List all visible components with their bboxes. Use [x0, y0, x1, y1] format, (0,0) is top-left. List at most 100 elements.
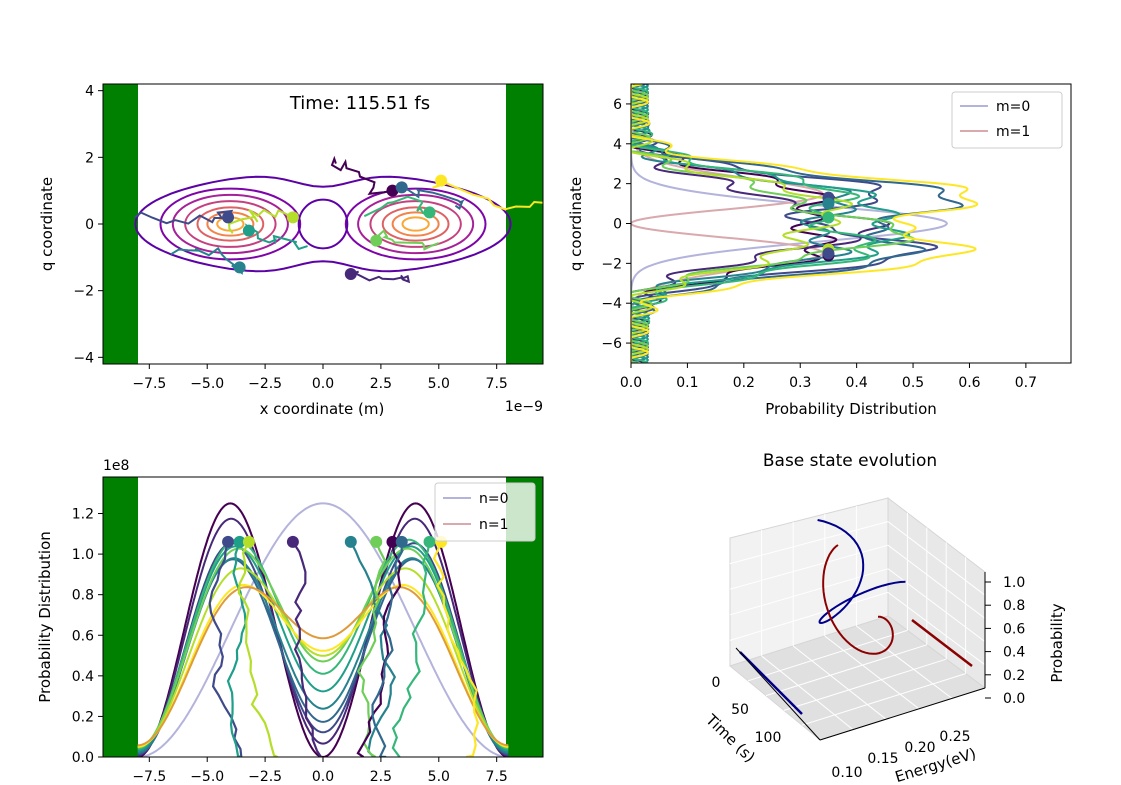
contour-level	[401, 216, 430, 232]
axis-ticks: 0 50 100 0.10 0.15 0.200.25 0.0 0.2 0.4 0.6 0.8 1.0	[712, 575, 1026, 781]
z-axis-label: Probability	[1048, 603, 1066, 682]
particle-trajectory	[228, 208, 294, 234]
base-state-trace-1	[911, 619, 973, 667]
x-tick-label: 0.2	[733, 375, 755, 391]
x-ticks: 0.0 0.1 0.2 0.3 0.4 0.5 0.6 0.7	[620, 363, 1037, 391]
distribution-curve	[631, 84, 939, 363]
grid-line	[856, 625, 953, 699]
x-tick-label: 0.0	[312, 376, 334, 392]
x-tick-label: 2.5	[370, 376, 392, 392]
y-tick-label: 6	[613, 97, 622, 113]
particle-marker	[242, 535, 255, 548]
right-wall	[506, 84, 543, 364]
legend: n=0 n=1	[434, 482, 536, 542]
left-wall	[103, 477, 138, 757]
distribution-curve	[631, 84, 916, 363]
particle-trajectory	[371, 541, 403, 757]
y-tick-label: 0.8	[72, 588, 94, 604]
particle-marker	[386, 535, 399, 548]
y-tick-label: 0.6	[72, 628, 94, 644]
particle-trajectory	[208, 541, 243, 757]
x-tick-label: −2.5	[248, 376, 282, 392]
time-annotation: Time: 115.51 fs	[289, 93, 430, 114]
y-tick-label: −4	[601, 296, 622, 312]
energy-axis-line	[819, 687, 986, 741]
curve-n0	[137, 502, 509, 757]
y-ticks: −6 −4 −2 0 2 4 6	[601, 97, 631, 352]
x-ticks: −7.5 −5.0 −2.5 0.0 2.5 5.0 7.5	[132, 364, 508, 392]
grid-line	[761, 655, 854, 730]
x-tick-label: 0.7	[1015, 375, 1037, 391]
x-tick-label: −5.0	[190, 769, 224, 785]
y-tick-label: −2	[73, 284, 94, 300]
distribution-marker	[822, 197, 835, 210]
x-ticks: −7.5 −5.0 −2.5 0.0 2.5 5.0 7.5	[132, 757, 508, 785]
x-tick-label: 0.0	[312, 769, 334, 785]
curve-m1	[631, 84, 824, 363]
particle-trajectory	[291, 541, 322, 757]
distribution-curve	[137, 538, 509, 750]
y-tick-label: 4	[85, 84, 94, 100]
particle-marker	[435, 174, 448, 187]
base-state-3d-panel: Base state evolution 0501000.100.150.200…	[702, 451, 1066, 785]
particle-trajectory	[391, 541, 431, 757]
grid-line	[747, 629, 908, 682]
x-tick-label: 5.0	[428, 376, 450, 392]
time-tick-label: 100	[755, 730, 782, 746]
trajectories	[208, 541, 480, 757]
x-tick-label: 7.5	[486, 376, 508, 392]
distribution-marker	[822, 211, 835, 224]
distribution-markers	[822, 191, 835, 262]
particle-marker	[370, 234, 383, 247]
time-tick-label: 50	[731, 702, 749, 718]
particle-marker	[286, 535, 299, 548]
particle-markers	[222, 174, 448, 280]
phase-space-panel: Time: 115.51 fs −7.5 −5.0 −2.5 0.0 2.5 5.0 7.5…	[38, 83, 544, 418]
probability-x-panel: −7.5 −5.0 −2.5 0.0 2.5 5.0 7.5 0.0 0.2 0.4 0.6 0.8…	[36, 458, 544, 785]
particle-marker	[395, 181, 408, 194]
particle-marker	[386, 184, 399, 197]
y-tick-label: 0.4	[72, 669, 94, 685]
particle-marker	[370, 535, 383, 548]
particle-trajectory	[134, 209, 234, 225]
y-axis-label: Probability Distribution	[36, 531, 54, 703]
contour-level	[171, 193, 289, 255]
particle-trajectory	[363, 195, 433, 219]
x-tick-label: 0.6	[958, 375, 980, 391]
y-tick-label: 2	[613, 177, 622, 193]
y-axis-label: q coordinate	[567, 177, 585, 271]
contour-level	[184, 200, 277, 248]
y-tick-label: 0	[613, 217, 622, 233]
y-offset-label: 1e8	[103, 458, 129, 474]
distribution-curve	[631, 84, 853, 363]
x-tick-label: 2.5	[370, 769, 392, 785]
particle-marker	[233, 261, 246, 274]
x-tick-label: −7.5	[132, 376, 166, 392]
base-state-trace-0	[739, 651, 803, 715]
y-tick-label: 1.0	[72, 547, 94, 563]
contour-level	[344, 187, 487, 261]
y-ticks: 0.0 0.2 0.4 0.6 0.8 1.0 1.2	[72, 507, 103, 766]
x-tick-label: 0.5	[902, 375, 924, 391]
probability-tick-label: 0.8	[1003, 598, 1025, 614]
particle-marker	[344, 268, 357, 280]
legend: m=0 m=1	[951, 91, 1063, 149]
legend-label-n0: n=0	[479, 491, 509, 507]
distribution-curve	[137, 502, 509, 757]
x-offset-label: 1e−9	[505, 399, 543, 415]
y-tick-label: 4	[613, 137, 622, 153]
time-axis-line	[735, 647, 821, 741]
grid-line	[801, 673, 966, 726]
x-tick-label: 0.0	[620, 375, 642, 391]
particle-marker	[423, 535, 436, 548]
probability-tick-label: 0.4	[1003, 645, 1025, 661]
particle-marker	[222, 535, 235, 548]
legend-label-n1: n=1	[479, 517, 509, 533]
particle-marker	[395, 535, 408, 548]
y-tick-label: 0.2	[72, 709, 94, 725]
energy-tick-label: 0.15	[867, 751, 898, 767]
particle-marker	[233, 535, 246, 548]
y-tick-label: 0	[85, 217, 94, 233]
distribution-curves	[631, 84, 979, 363]
